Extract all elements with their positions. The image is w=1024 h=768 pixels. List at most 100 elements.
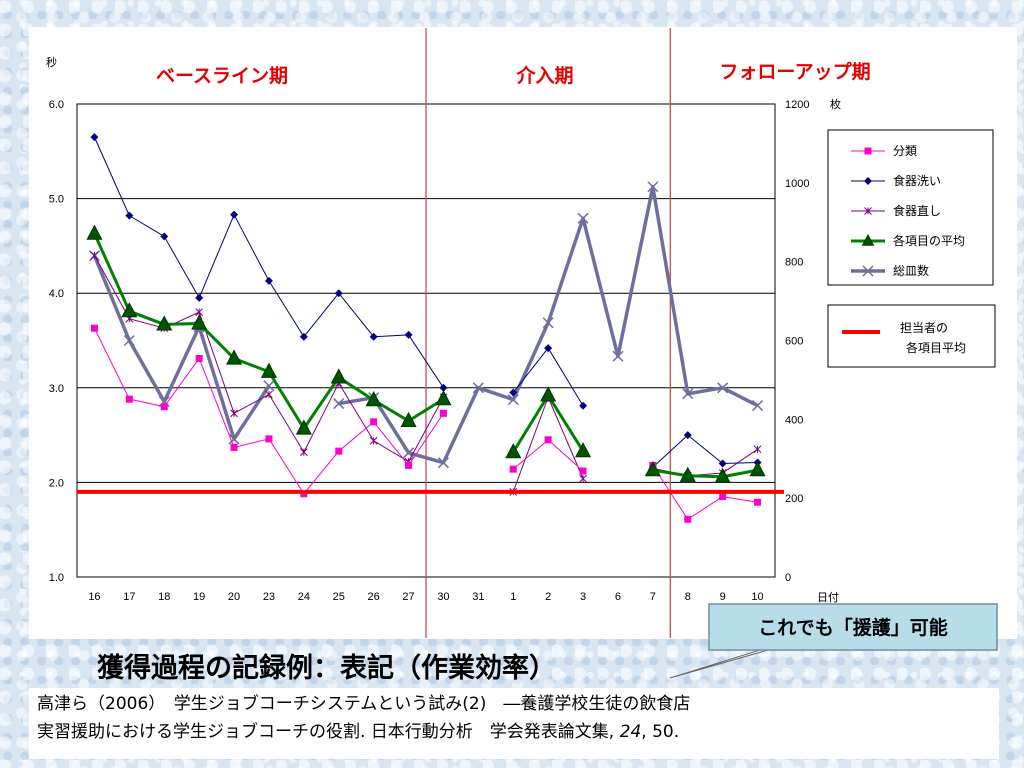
x-tick-label: 30 bbox=[437, 591, 449, 603]
axis-labels: 6.0 5.0 4.0 3.0 2.0 1.0 1200 1000 800 600 400 200 0 1… bbox=[46, 55, 841, 604]
x-tick-label: 8 bbox=[685, 591, 691, 603]
data-point bbox=[404, 330, 413, 339]
y2-tick-label: 1200 bbox=[785, 99, 809, 111]
data-point bbox=[90, 133, 99, 142]
x-tick-label: 31 bbox=[472, 591, 484, 603]
reference-legend-label-line1: 担当者の bbox=[900, 321, 948, 335]
callout: これでも「援護」可能 bbox=[669, 603, 998, 679]
x-tick-label: 7 bbox=[650, 591, 656, 603]
reference-legend: 担当者の 各項目平均 bbox=[827, 304, 996, 368]
data-point bbox=[439, 383, 448, 392]
citation-pages: , 50. bbox=[641, 722, 680, 742]
data-point bbox=[330, 368, 347, 384]
data-point bbox=[121, 302, 138, 318]
y2-tick-label: 600 bbox=[785, 336, 803, 348]
callout-box bbox=[708, 603, 998, 651]
data-point bbox=[405, 461, 413, 469]
legend-swatch-marker bbox=[864, 147, 872, 155]
data-point bbox=[647, 181, 659, 193]
y-tick-label: 5.0 bbox=[49, 194, 64, 206]
x-tick-label: 27 bbox=[402, 591, 414, 603]
data-point bbox=[299, 332, 308, 341]
legend-swatch-marker bbox=[861, 233, 875, 246]
x-tick-label: 3 bbox=[580, 591, 586, 603]
legend-label: 食器洗い bbox=[893, 173, 941, 188]
x-tick-label: 6 bbox=[615, 591, 621, 603]
callout-text: これでも「援護」可能 bbox=[758, 616, 947, 639]
legend-box bbox=[827, 129, 994, 286]
data-point bbox=[509, 388, 518, 397]
data-point bbox=[752, 400, 764, 412]
y-tick-label: 4.0 bbox=[49, 288, 64, 300]
x-tick-label: 10 bbox=[751, 591, 763, 603]
x-tick-label: 18 bbox=[158, 591, 170, 603]
data-point bbox=[509, 465, 517, 473]
citation-line2: 実習援助における学生ジョブコーチの役割. 日本行動分析 学会発表論文集, 24,… bbox=[37, 718, 991, 746]
series-line bbox=[93, 232, 445, 430]
y-tick-label: 2.0 bbox=[49, 477, 64, 489]
data-point bbox=[195, 354, 203, 362]
data-point bbox=[86, 224, 103, 240]
x-tick-label: 25 bbox=[333, 591, 345, 603]
data-point bbox=[125, 395, 133, 403]
data-point bbox=[160, 232, 169, 241]
data-point bbox=[260, 362, 277, 378]
data-point bbox=[123, 334, 135, 347]
data-point bbox=[679, 466, 696, 482]
citation-text: 実習援助における学生ジョブコーチの役割. 日本行動分析 学会発表論文集, bbox=[37, 722, 620, 742]
series-line bbox=[94, 255, 444, 463]
data-point bbox=[540, 386, 557, 402]
series-line bbox=[652, 434, 758, 468]
data-point bbox=[125, 211, 134, 220]
data-point bbox=[579, 467, 587, 475]
data-point bbox=[263, 380, 275, 392]
x-tick-label: 2 bbox=[545, 591, 551, 603]
y2-tick-label: 1000 bbox=[785, 178, 809, 190]
data-point bbox=[265, 390, 273, 399]
data-point bbox=[718, 459, 727, 468]
data-point bbox=[577, 212, 589, 224]
phase-label-intervention: 介入期 bbox=[515, 64, 573, 87]
data-point bbox=[579, 401, 588, 410]
callout-pointer bbox=[669, 649, 769, 679]
data-point bbox=[265, 435, 273, 443]
data-point bbox=[334, 289, 343, 298]
citation: 高津ら（2006） 学生ジョブコーチシステムという試み(2) ―養護学校生徒の飲… bbox=[29, 688, 999, 759]
data-point bbox=[612, 350, 624, 362]
series-各項目の平均 bbox=[86, 224, 766, 483]
x-tick-label: 23 bbox=[263, 591, 275, 603]
citation-line1: 高津ら（2006） 学生ジョブコーチシステムという試み(2) ―養護学校生徒の飲… bbox=[37, 694, 691, 714]
series-食器洗い bbox=[90, 133, 762, 472]
legend-swatch-marker bbox=[864, 177, 872, 185]
legend-label: 各項目の平均 bbox=[893, 233, 965, 248]
data-point bbox=[439, 409, 447, 417]
data-point bbox=[753, 445, 762, 454]
data-point bbox=[544, 436, 552, 444]
data-point bbox=[754, 498, 762, 506]
x-tick-label: 9 bbox=[720, 591, 726, 603]
data-point bbox=[714, 467, 731, 483]
y-axis-label: 秒 bbox=[46, 55, 57, 69]
data-point bbox=[230, 210, 239, 219]
data-point bbox=[544, 344, 553, 353]
data-point bbox=[682, 388, 694, 400]
data-point bbox=[579, 474, 587, 483]
data-point bbox=[156, 315, 173, 331]
data-point bbox=[505, 443, 522, 459]
data-point bbox=[264, 276, 273, 285]
y2-tick-label: 400 bbox=[785, 414, 803, 426]
data-point bbox=[683, 431, 692, 440]
reference-legend-label-line2: 各項目平均 bbox=[906, 340, 966, 355]
citation-volume: 24 bbox=[619, 722, 642, 742]
legend-swatch-marker bbox=[862, 265, 874, 277]
legend-label: 分類 bbox=[893, 144, 917, 158]
legend-label: 食器直し bbox=[893, 203, 941, 218]
phase-label-followup: フォローアップ期 bbox=[719, 60, 870, 83]
data-point bbox=[719, 493, 727, 501]
y2-tick-label: 200 bbox=[785, 493, 803, 505]
data-point bbox=[370, 418, 378, 426]
data-point bbox=[230, 409, 238, 418]
data-point bbox=[295, 419, 312, 435]
